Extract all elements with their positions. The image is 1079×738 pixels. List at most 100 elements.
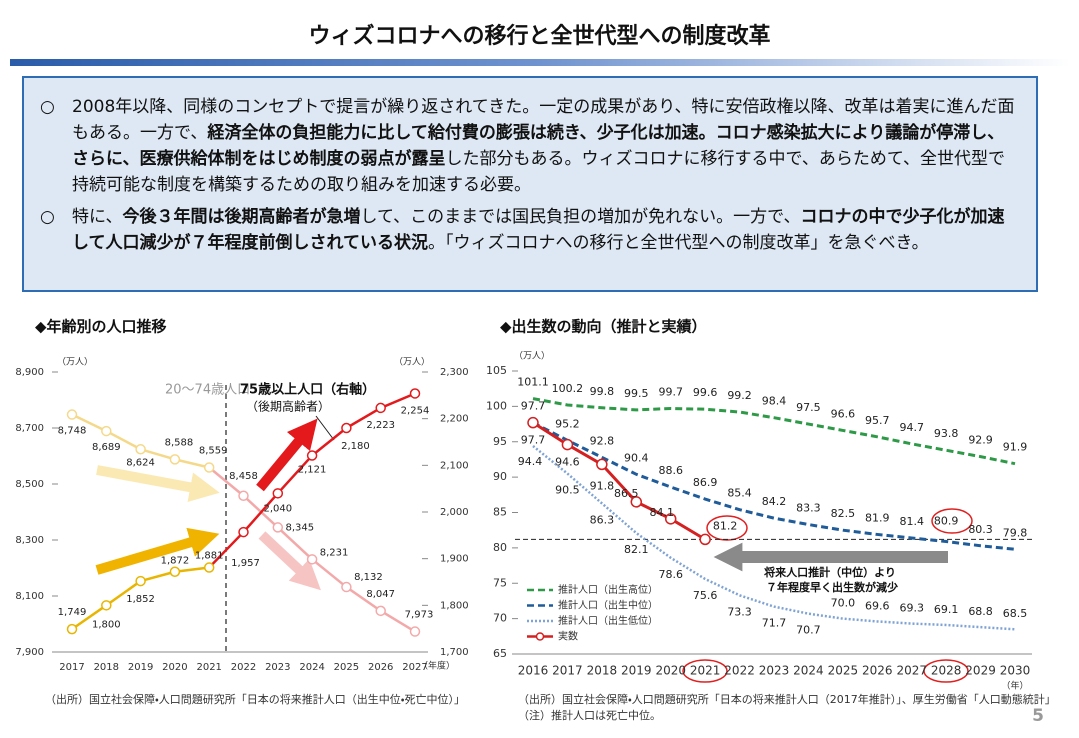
value-label: 1,872: [161, 556, 190, 567]
x-tick-label: 2024: [793, 664, 824, 678]
line-segment: [345, 586, 382, 612]
series-line: [532, 397, 1016, 466]
point: [664, 513, 677, 525]
x-tick-label: 2025: [828, 664, 859, 678]
bullet: ○: [40, 207, 55, 227]
x-tick-label: 2023: [759, 664, 790, 678]
point: [203, 562, 215, 573]
point: [409, 626, 421, 637]
point: [699, 533, 711, 546]
series-label: 75歳以上人口（右軸）: [240, 382, 375, 398]
value-label: 94.6: [555, 456, 580, 469]
value-label: 2,180: [341, 441, 370, 452]
y-tick-label: 8,100: [15, 591, 44, 602]
series-note: （後期高齢者）: [246, 400, 330, 414]
point: [341, 581, 352, 593]
y-tick-label: 1,700: [440, 647, 469, 658]
line-segment: [380, 392, 416, 410]
y-tick-label: 2,000: [440, 507, 469, 518]
point: [409, 388, 421, 399]
y-tick-label: 100: [486, 399, 507, 412]
value-label: 1,852: [126, 594, 155, 605]
axis-unit: （年）: [1001, 680, 1028, 692]
legend-marker: [535, 632, 545, 641]
bold-text: 経済全体の負担能力に比して給付費の膨張は続き、少子化は加速。コロナ感染拡大により…: [72, 123, 1005, 169]
source: （出所）国立社会保障・人口問題研究所「日本の将来推計人口（出生中位・死亡中位）」: [45, 692, 465, 706]
point: [203, 462, 215, 473]
value-label: 95.2: [555, 417, 580, 430]
value-label: 91.9: [1003, 441, 1028, 454]
point: [272, 522, 284, 533]
y-tick-label: 8,500: [15, 479, 44, 490]
point: [169, 454, 181, 465]
value-label: 90.5: [555, 484, 580, 497]
value-label: 100.2: [552, 382, 584, 395]
value-label: 8,689: [92, 442, 121, 453]
y-tick-label: 7,900: [15, 647, 44, 658]
value-label: 71.7: [762, 617, 787, 630]
value-label: 79.8: [1003, 526, 1028, 539]
text: して、このままでは国民負担の増加が免れない。一方で、: [360, 207, 801, 227]
value-label: 90.4: [624, 451, 649, 464]
value-label: 97.7: [521, 434, 546, 447]
summary-box: ○ 2008年以降、同様のコンセプトで提言が繰り返されてきた。一定の成果があり、特…: [22, 76, 1038, 292]
point: [306, 554, 318, 565]
axis-unit: （年度）: [419, 660, 455, 672]
x-tick-label: 2019: [621, 664, 652, 678]
value-label: 91.8: [590, 479, 615, 492]
value-label: 80.9: [934, 515, 959, 528]
value-label: 2,121: [298, 465, 327, 476]
x-tick-label: 2029: [965, 664, 996, 678]
trend-arrow: [258, 531, 321, 591]
y-tick-label: 8,900: [15, 367, 44, 378]
text: 。「ウィズコロナへの移行と全世代型への制度改革」を急ぐべき。: [427, 233, 929, 253]
trend-arrow: [256, 418, 318, 492]
legend-label: 推計人口（出生中位）: [558, 599, 658, 612]
value-label: 8,132: [354, 572, 383, 583]
value-label: 84.1: [649, 506, 674, 519]
bold-text: 今後３年間は後期高齢者が急増: [122, 207, 361, 227]
value-label: 1,800: [92, 619, 121, 630]
point: [101, 600, 112, 611]
value-label: 86.5: [614, 487, 639, 500]
value-label: 97.7: [521, 400, 546, 413]
value-label: 80.3: [968, 523, 993, 536]
value-label: 78.6: [658, 568, 683, 581]
value-label: 101.1: [517, 376, 549, 389]
x-tick-label: 2018: [587, 664, 618, 678]
value-label: 8,231: [320, 547, 349, 558]
value-label: 82.1: [624, 543, 649, 556]
value-label: 7,973: [405, 610, 434, 621]
x-tick-label: 2020: [655, 664, 686, 678]
line-segment: [380, 609, 416, 633]
x-tick-label: 2022: [231, 662, 256, 673]
value-label: 92.9: [968, 434, 993, 447]
value-label: 99.6: [693, 386, 718, 399]
point: [596, 458, 608, 471]
point: [272, 488, 284, 499]
value-label: 70.0: [831, 597, 856, 610]
x-tick-label: 2017: [552, 664, 583, 678]
value-label: 70.7: [796, 624, 821, 637]
value-label: 93.8: [934, 427, 959, 440]
value-label: 73.3: [727, 605, 752, 618]
x-tick-label: 2016: [518, 664, 549, 678]
highlight-circle: [923, 659, 969, 683]
value-label: 99.2: [727, 389, 752, 402]
x-tick-label: 2026: [368, 662, 393, 673]
series-label: 20～74歳人口: [165, 383, 250, 398]
x-tick-label: 2023: [265, 662, 290, 673]
x-tick-label: 2026: [862, 664, 893, 678]
value-label: 82.5: [831, 507, 856, 520]
y-tick-label: 95: [493, 435, 507, 448]
line-segment: [71, 413, 107, 433]
series-line: [532, 421, 1016, 551]
value-label: 8,624: [126, 457, 155, 468]
line-segment: [105, 580, 142, 607]
y-tick-label: 2,100: [440, 460, 469, 471]
x-tick-label: 2027: [896, 664, 927, 678]
value-label: 69.1: [934, 603, 959, 616]
x-tick-label: 2022: [724, 664, 755, 678]
page-title: ウィズコロナへの移行と全世代型への制度改革: [308, 24, 771, 49]
axis-unit: （万人）: [57, 357, 93, 368]
